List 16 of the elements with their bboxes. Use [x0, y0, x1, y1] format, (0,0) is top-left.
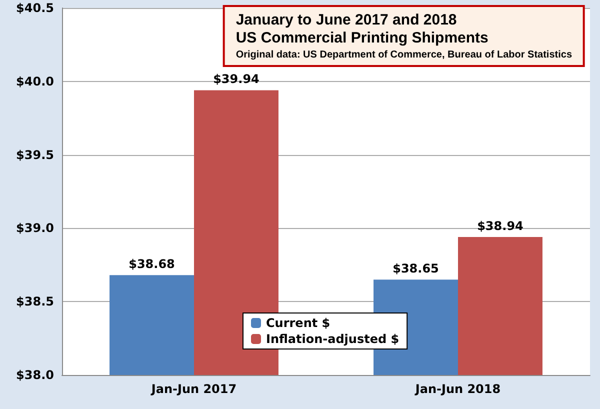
data-label: $38.94 [477, 219, 524, 234]
y-tick-label: $40.0 [16, 74, 54, 88]
y-tick-label: $39.0 [16, 221, 54, 236]
data-label: $39.94 [213, 72, 260, 86]
text: Original data: US Department of Commerce, Bureau of Labor Statistics [236, 50, 572, 60]
legend-label: Inflation-adjusted $ [266, 332, 400, 346]
y-tick-label: $38.0 [16, 368, 54, 382]
y-tick-label: $40.5 [16, 1, 54, 15]
y-tick-label: $39.5 [16, 148, 54, 162]
text: January to June 2017 and 2018 US Commercial Printing Shipments [236, 12, 488, 46]
data-label: $38.68 [128, 257, 175, 272]
legend-label: Current $ [266, 316, 330, 330]
data-label: $38.65 [392, 262, 439, 276]
y-tick-label: $38.5 [16, 294, 54, 309]
x-tick-label: Jan-Jun 2017 [150, 382, 237, 396]
x-tick-label: Jan-Jun 2018 [414, 382, 501, 396]
